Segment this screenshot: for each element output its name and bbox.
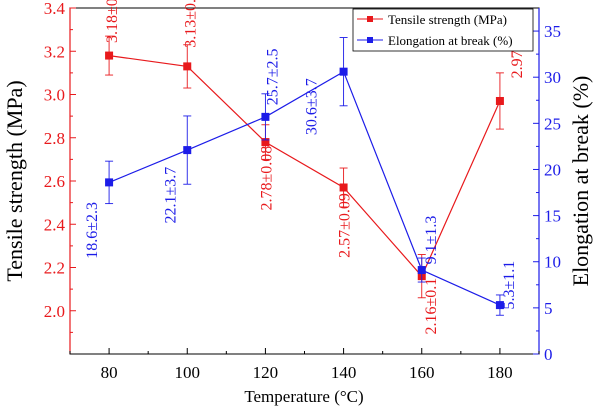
legend-marker-tensile	[367, 16, 373, 22]
right-tick-label: 5	[544, 299, 553, 318]
tensile-data-label: 2.78±0.08	[258, 146, 275, 211]
x-tick-label: 160	[409, 363, 435, 382]
series-layer	[105, 35, 504, 316]
left-axis-title: Tensile strength (MPa)	[2, 80, 27, 281]
left-tick-label: 2.4	[44, 215, 66, 234]
elongation-data-label: 18.6±2.3	[84, 202, 101, 259]
left-axis: 2.0 2.2 2.4 2.6 2.8 3.0 3.2 3.4	[44, 0, 76, 354]
elongation-point	[417, 266, 426, 275]
left-tick-label: 2.2	[44, 259, 65, 278]
elongation-data-label: 25.7±2.5	[264, 49, 281, 106]
elongation-data-label: 9.1±1.3	[423, 216, 440, 265]
tensile-data-label: 2.57±0.09	[337, 193, 354, 258]
left-tick-label: 3.4	[44, 0, 66, 18]
left-tick-label: 3.2	[44, 42, 65, 61]
elongation-point	[261, 112, 270, 121]
legend-box	[352, 8, 534, 52]
legend-label-elongation: Elongation at break (%)	[388, 33, 513, 48]
elongation-data-label: 30.6±3.7	[304, 78, 321, 135]
right-tick-label: 10	[544, 253, 561, 272]
elongation-data-label: 22.1±3.7	[162, 167, 179, 224]
x-tick-label: 120	[253, 363, 279, 382]
tensile-series-line	[109, 55, 501, 278]
elongation-data-label: 5.3±1.1	[501, 261, 518, 310]
legend-label-tensile: Tensile strength (MPa)	[388, 12, 507, 27]
tensile-data-label: 3.18±0.09	[104, 0, 121, 43]
x-tick-label: 100	[175, 363, 201, 382]
legend: Tensile strength (MPa) Elongation at bre…	[352, 8, 534, 52]
left-tick-label: 2.0	[44, 302, 65, 321]
tensile-point	[183, 62, 192, 71]
left-tick-label: 2.6	[44, 172, 65, 191]
right-tick-label: 30	[544, 68, 561, 87]
tensile-point	[261, 138, 270, 147]
elongation-point	[495, 301, 504, 310]
tensile-point	[105, 51, 114, 60]
right-tick-label: 25	[544, 114, 561, 133]
left-tick-label: 2.8	[44, 129, 65, 148]
right-tick-label: 15	[544, 207, 561, 226]
tensile-point	[495, 96, 504, 105]
elongation-point	[105, 178, 114, 187]
tensile-point	[339, 183, 348, 192]
elongation-point	[183, 146, 192, 155]
right-axis: 0 5 10 15 20 25 30 35	[533, 8, 561, 364]
tensile-data-label: 3.13±0.1	[182, 0, 199, 48]
right-axis-title: Elongation at break (%)	[568, 76, 593, 287]
right-tick-label: 0	[544, 345, 553, 364]
x-axis-title: Temperature (°C)	[244, 387, 363, 406]
right-tick-label: 20	[544, 160, 561, 179]
x-tick-label: 80	[101, 363, 118, 382]
elongation-point	[339, 67, 348, 76]
x-axis: 80 100 120 140 160 180	[69, 348, 540, 382]
right-tick-label: 35	[544, 22, 561, 41]
legend-marker-elongation	[367, 37, 373, 43]
tensile-data-label: 2.16±0.1	[423, 278, 440, 335]
elongation-series-line	[108, 70, 501, 306]
x-tick-label: 140	[331, 363, 357, 382]
left-tick-label: 3.0	[44, 86, 65, 105]
x-tick-label: 180	[487, 363, 513, 382]
